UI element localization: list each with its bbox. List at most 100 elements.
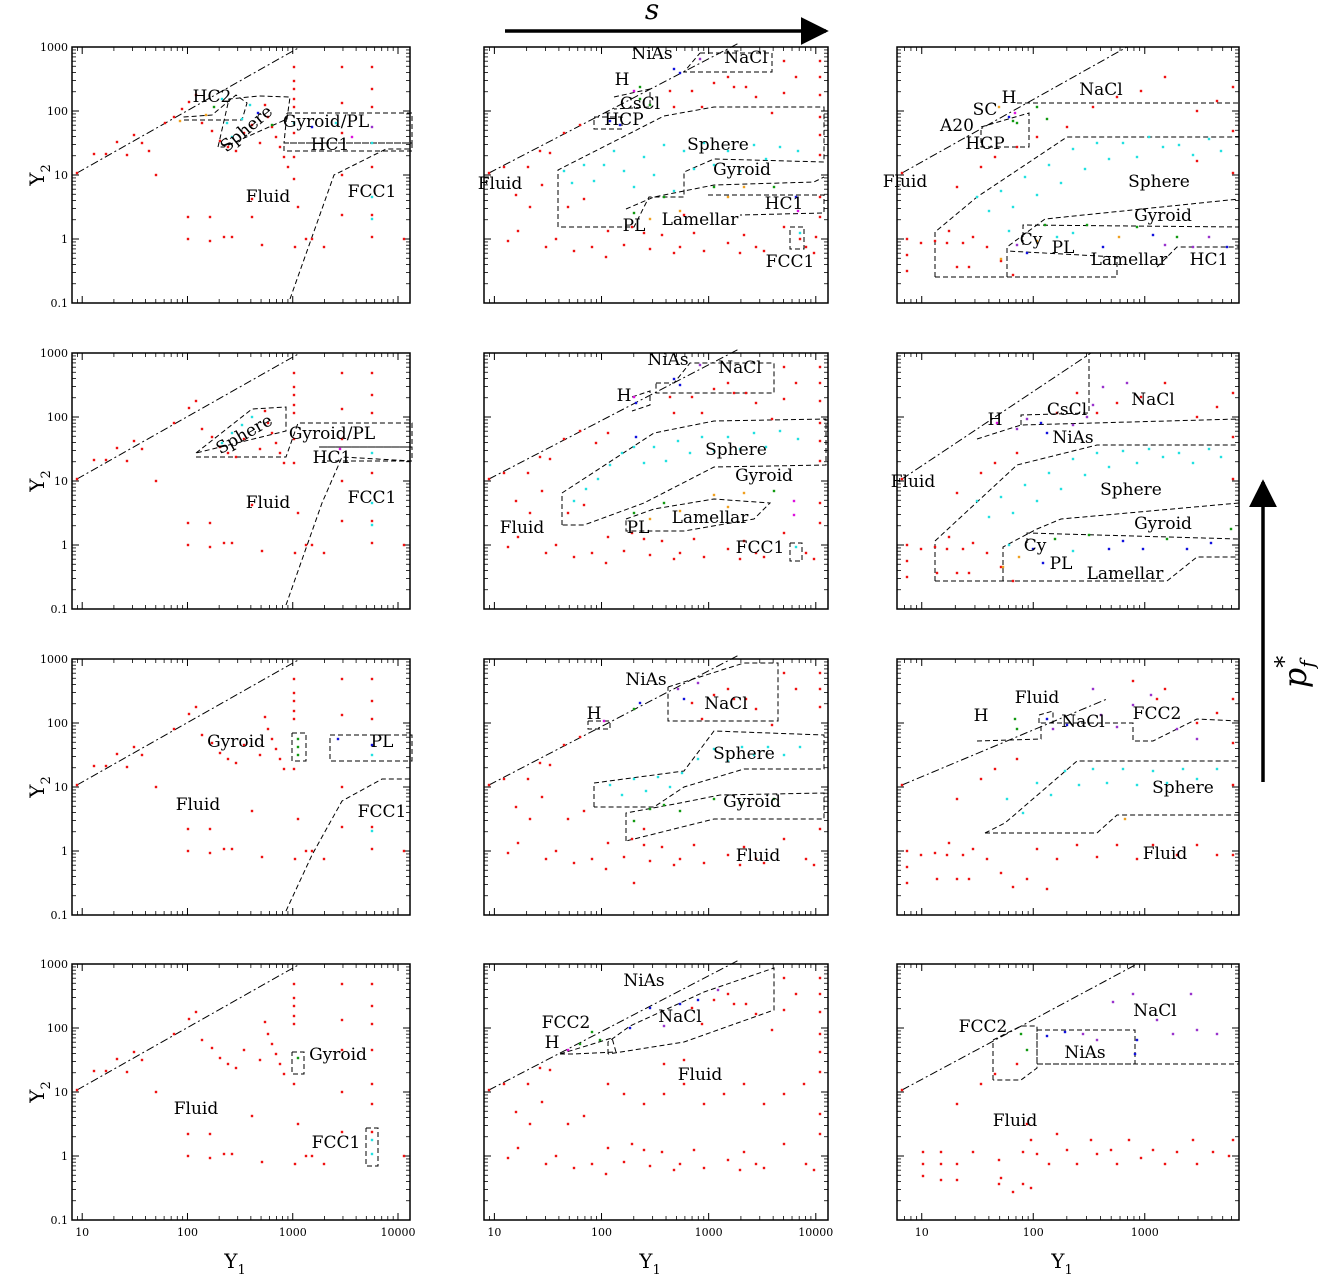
- state-point-fluid: [668, 395, 672, 399]
- state-point-blue: [1185, 547, 1189, 551]
- state-point-fluid: [242, 437, 246, 441]
- state-point-fluid: [1109, 1148, 1113, 1152]
- state-point-fluid: [742, 1150, 746, 1154]
- state-point-fluid: [590, 245, 594, 249]
- state-point-fluid: [186, 215, 190, 219]
- state-point-sphere: [796, 149, 800, 153]
- state-point-sphere: [1007, 543, 1011, 547]
- state-point-fluid: [340, 825, 344, 829]
- state-point-fluid: [921, 1162, 925, 1166]
- region-label: H: [545, 1033, 560, 1053]
- state-point-fluid: [548, 1068, 552, 1072]
- state-point-fluid: [528, 205, 532, 209]
- state-point-sphere: [230, 431, 234, 435]
- phase-boundary: [1156, 246, 1240, 269]
- phase-boundary: [195, 406, 287, 454]
- state-point-fluid: [1231, 391, 1235, 395]
- state-point-purple: [1215, 1032, 1219, 1036]
- state-point-sphere: [1215, 767, 1219, 771]
- state-point-sphere: [592, 179, 596, 183]
- state-point-magenta: [350, 135, 354, 139]
- state-point-fluid: [678, 857, 682, 861]
- state-point-fluid: [993, 461, 997, 465]
- state-point-fluid: [370, 165, 374, 169]
- state-point-magenta: [995, 421, 999, 425]
- state-point-fluid: [582, 197, 586, 201]
- state-point-magenta: [792, 513, 796, 517]
- state-point-gyroid: [1025, 1048, 1029, 1052]
- state-point-fluid: [782, 1008, 786, 1012]
- state-point-fluid: [222, 847, 226, 851]
- state-point-fluid: [340, 479, 344, 483]
- state-point-fluid: [606, 229, 610, 233]
- state-point-sphere: [1207, 137, 1211, 141]
- state-point-fluid: [132, 133, 136, 137]
- state-point-fluid: [622, 855, 626, 859]
- state-point-fluid: [762, 1102, 766, 1106]
- state-point-fluid: [528, 1122, 532, 1126]
- state-point-fluid: [678, 1162, 682, 1166]
- region-label: Fluid: [174, 1099, 219, 1119]
- state-point-fluid: [997, 1158, 1001, 1162]
- state-point-sphere: [782, 753, 786, 757]
- state-point-fluid: [630, 837, 634, 841]
- state-point-fluid: [292, 677, 296, 681]
- state-point-fluid: [712, 998, 716, 1002]
- state-point-fluid: [726, 687, 730, 691]
- state-point-sphere: [798, 231, 802, 235]
- state-point-sphere: [738, 169, 742, 173]
- state-point-sphere: [1107, 157, 1111, 161]
- state-point-fluid: [690, 89, 694, 93]
- state-point-fluid: [75, 477, 79, 481]
- state-point-fluid: [726, 75, 730, 79]
- state-point-sphere: [662, 143, 666, 147]
- state-point-blue: [1141, 547, 1145, 551]
- phase-boundary: [667, 662, 779, 722]
- state-point-purple: [1091, 403, 1095, 407]
- state-point-sphere: [1219, 455, 1223, 459]
- region-label: Gyroid: [735, 466, 793, 486]
- region-label: HCP: [604, 110, 643, 130]
- state-point-sphere: [622, 169, 626, 173]
- state-point-purple: [1131, 703, 1135, 707]
- state-point-fluid: [997, 1182, 1001, 1186]
- state-point-fluid: [762, 249, 766, 253]
- region-label: Sphere: [713, 744, 775, 764]
- state-point-fluid: [1115, 401, 1119, 405]
- region-label: NiAs: [625, 670, 666, 690]
- state-point-fluid: [292, 131, 296, 135]
- state-point-fluid: [955, 877, 959, 881]
- state-point-fluid: [370, 1048, 374, 1052]
- state-point-fluid: [754, 245, 758, 249]
- state-point-purple: [1071, 423, 1075, 427]
- state-point-fluid: [999, 565, 1003, 569]
- state-point-lamellar: [678, 509, 682, 513]
- boundary-dashdot: [901, 46, 1128, 174]
- state-point-fluid: [971, 847, 975, 851]
- state-point-fluid: [187, 100, 191, 104]
- state-point-fluid: [738, 863, 742, 867]
- state-point-fluid: [818, 439, 822, 443]
- state-point-fluid: [210, 1046, 214, 1050]
- state-point-fluid: [226, 1062, 230, 1066]
- state-point-sphere: [1121, 449, 1125, 453]
- state-point-fluid: [1155, 697, 1159, 701]
- state-point-blue: [310, 125, 314, 129]
- state-point-sphere: [726, 149, 730, 153]
- state-point-fluid: [967, 571, 971, 575]
- region-label: Cy: [1020, 230, 1043, 250]
- state-point-fluid: [692, 1148, 696, 1152]
- state-point-blue: [1031, 547, 1035, 551]
- state-point-fluid: [370, 471, 374, 475]
- state-point-fluid: [818, 1032, 822, 1036]
- state-point-fluid: [818, 365, 822, 369]
- state-point-sphere: [766, 745, 770, 749]
- state-point-fluid: [292, 1004, 296, 1008]
- state-point-blue: [1039, 421, 1043, 425]
- state-point-sphere: [680, 771, 684, 775]
- state-point-gyroid: [772, 185, 776, 189]
- state-point-fluid: [690, 1006, 694, 1010]
- region-label: NaCl: [1061, 712, 1104, 732]
- state-point-fluid: [526, 471, 530, 475]
